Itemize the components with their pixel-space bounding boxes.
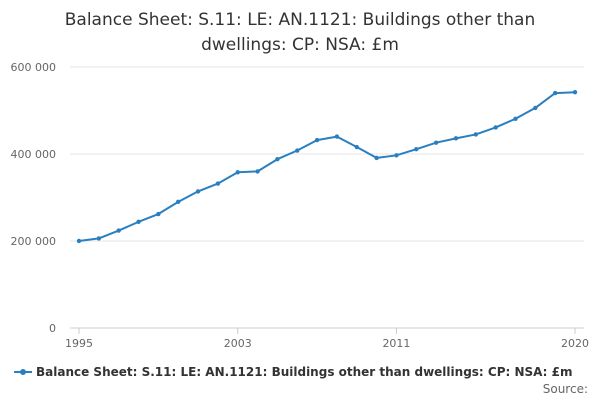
data-point[interactable] [195,189,201,194]
data-point[interactable] [116,228,121,233]
chart-title-line-1: Balance Sheet: S.11: LE: AN.1121: Buildi… [64,10,536,30]
x-tick-label: 2020 [561,337,589,350]
data-series [76,90,578,244]
legend[interactable]: Balance Sheet: S.11: LE: AN.1121: Buildi… [14,365,573,379]
data-point[interactable] [96,236,102,241]
data-point[interactable] [314,137,320,143]
data-point[interactable] [76,238,82,244]
data-point[interactable] [513,116,518,121]
series-line [78,91,576,242]
data-point[interactable] [275,157,280,162]
y-tick-label: 600 000 [11,61,57,74]
x-axis [70,327,584,334]
data-point[interactable] [433,140,439,145]
data-point[interactable] [374,155,379,161]
data-point[interactable] [552,90,558,96]
data-point[interactable] [493,125,498,130]
data-point[interactable] [533,105,538,111]
axis-labels: 0 200 000 400 000 600 000 1995 2003 2011 2020 [11,61,590,350]
data-point[interactable] [156,211,161,217]
grid-lines [70,66,584,242]
source-label: Source: [542,382,588,396]
legend-label: Balance Sheet: S.11: LE: AN.1121: Buildi… [36,365,573,379]
data-point[interactable] [215,181,221,186]
data-point[interactable] [414,147,419,152]
data-point[interactable] [136,219,141,225]
x-tick-label: 1995 [65,337,93,350]
x-tick-label: 2003 [224,337,252,350]
data-point[interactable] [473,132,478,137]
y-tick-label: 0 [49,322,56,335]
legend-line-icon [14,367,32,377]
data-point[interactable] [176,199,181,205]
data-point[interactable] [334,134,340,139]
data-point[interactable] [453,136,459,141]
y-tick-label: 400 000 [11,148,57,161]
data-point[interactable] [255,169,260,174]
data-point[interactable] [354,144,359,150]
chart-title-line-2: dwellings: CP: NSA: £m [201,35,399,55]
x-tick-label: 2011 [382,337,410,350]
data-point[interactable] [235,170,240,175]
y-tick-label: 200 000 [11,235,57,248]
chart-title: Balance Sheet: S.11: LE: AN.1121: Buildi… [20,8,580,58]
data-point[interactable] [394,153,399,158]
data-point[interactable] [572,90,578,95]
data-point[interactable] [295,148,300,153]
